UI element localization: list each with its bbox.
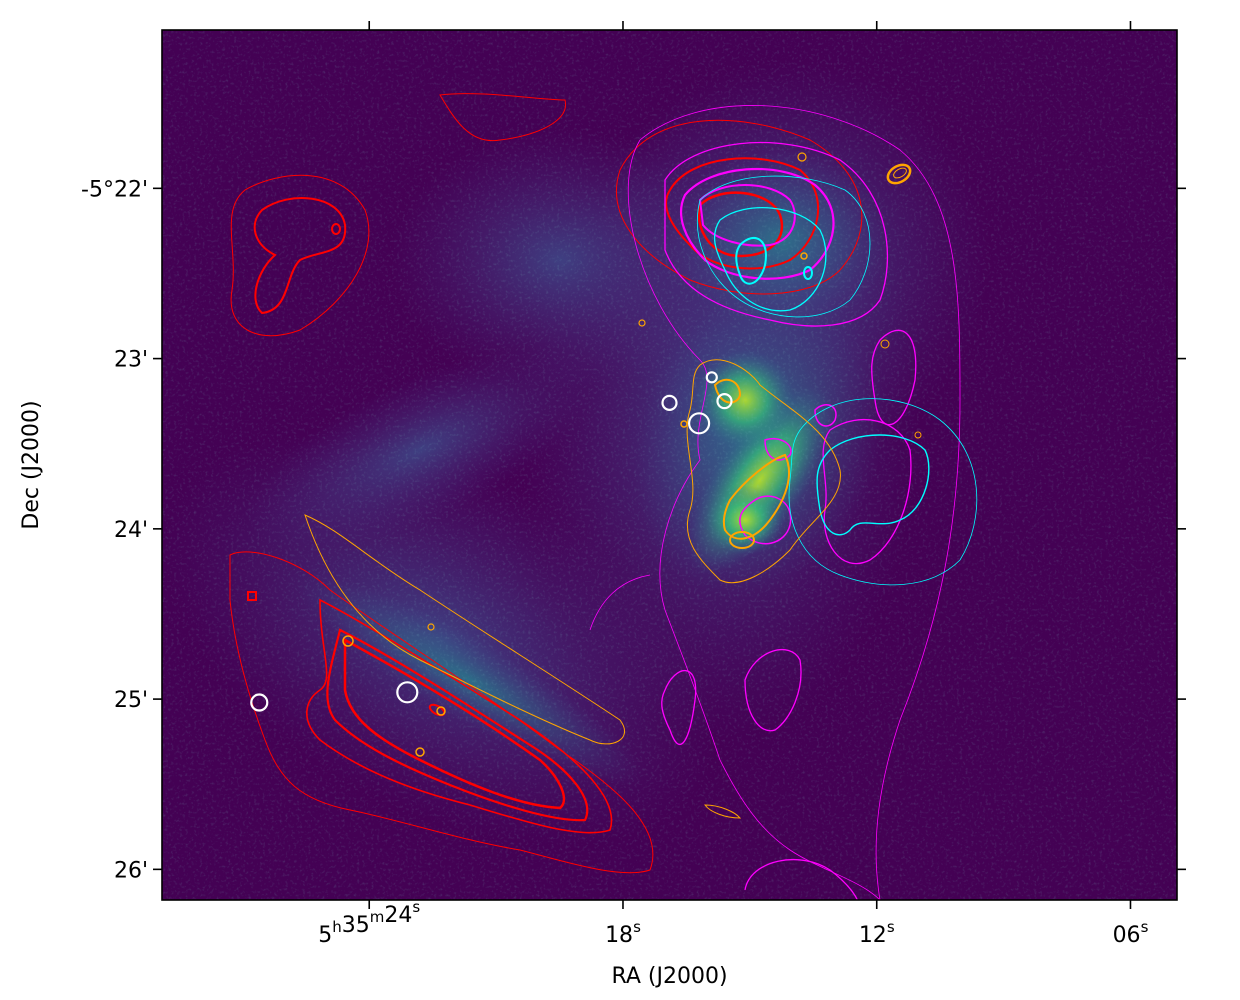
contours-magenta <box>589 105 961 900</box>
heatmap-emission <box>162 30 1177 900</box>
y-tick-label: 25' <box>114 688 148 713</box>
contours-orange <box>304 152 922 819</box>
source-marker <box>688 412 711 435</box>
y-tick-label: 26' <box>114 858 148 883</box>
x-axis-label: RA (J2000) <box>611 964 727 989</box>
contours-cyan <box>697 175 978 586</box>
source-marker <box>396 681 419 704</box>
source-marker <box>716 393 733 410</box>
y-tick-label: -5°22' <box>81 177 148 202</box>
x-tick-label: 06s <box>1113 918 1149 948</box>
y-tick-label: 23' <box>114 348 148 373</box>
plot-frame <box>161 29 1178 901</box>
y-tick-label: 24' <box>114 518 148 543</box>
y-axis: -5°22' 23' 24' 25' 26' <box>81 177 1186 883</box>
source-marker <box>705 371 718 384</box>
x-tick-label: 12s <box>859 918 895 948</box>
x-tick-label: 18s <box>605 918 641 948</box>
source-marker <box>250 693 269 712</box>
contours <box>229 93 978 900</box>
x-tick-label: 5h35m24s <box>318 898 420 948</box>
source-marker <box>661 394 678 411</box>
source-markers <box>250 371 733 712</box>
x-axis: 5h35m24s 18s 12s 06s <box>318 21 1149 948</box>
y-axis-label: Dec (J2000) <box>19 400 44 529</box>
